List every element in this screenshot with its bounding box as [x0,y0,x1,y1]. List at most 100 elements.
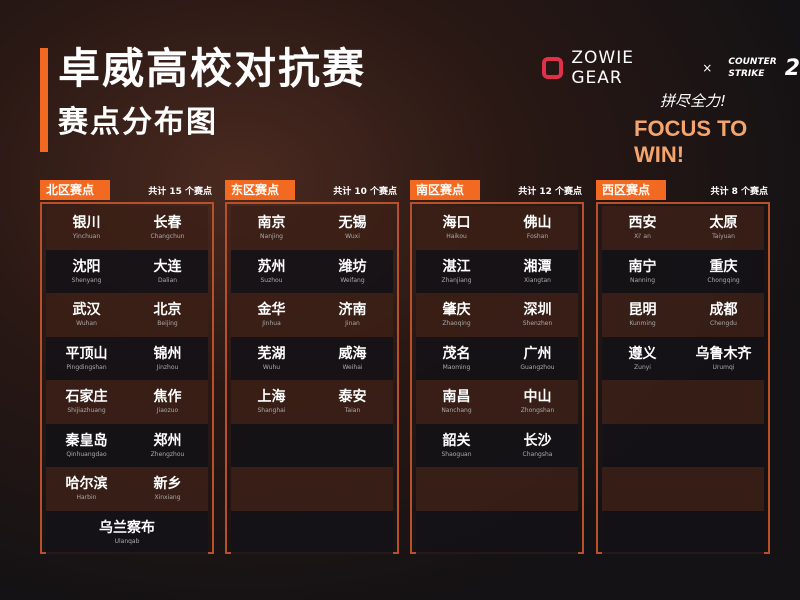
region-panel: 东区赛点 共计 10 个赛点 南京 Nanjing 无锡 Wuxi 苏州 Suzhou 潍坊 W… [225,180,399,554]
cs2-logo: COUNTER STRIKE [728,56,776,80]
city-cell: 泰安 Taian [314,388,392,415]
city-cell: 长春 Changchun [129,214,207,241]
city-cell: 哈尔滨 Harbin [48,475,126,502]
brand-logos: ZOWIE GEAR × COUNTER STRIKE 2 [542,48,800,88]
table-row: 乌兰察布 Ulanqab [46,510,208,554]
city-name: 银川 [72,215,101,232]
city-name: 潍坊 [338,258,367,275]
city-cell: 南宁 Nanning [604,258,682,285]
city-name: 哈尔滨 [65,476,108,493]
city-name: 西安 [628,215,657,232]
city-pinyin: Taian [344,407,361,415]
city-cell: 太原 Taiyuan [685,214,763,241]
city-name: 乌鲁木齐 [695,345,752,362]
city-cell: 茂名 Maoming [418,345,496,372]
page-title: 卓威高校对抗赛 [58,44,367,93]
city-name: 遵义 [628,345,657,362]
city-pinyin: Maoming [442,363,471,371]
page-subtitle: 赛点分布图 [58,105,218,140]
city-name: 中山 [523,389,552,406]
table-row: 昆明 Kunming 成都 Chengdu [602,293,764,337]
city-table: 海口 Haikou 佛山 Foshan 湛江 Zhanjiang 湘潭 Xiangtan 肇庆 Z… [410,202,584,554]
city-name: 成都 [709,302,738,319]
table-row: 肇庆 Zhaoqing 深圳 Shenzhen [416,293,578,337]
city-name: 韶关 [442,432,471,449]
city-name: 苏州 [257,258,286,275]
region-count: 共计 10 个赛点 [333,187,397,197]
city-pinyin: Pingdingshan [66,363,107,371]
city-table: 银川 Yinchuan 长春 Changchun 沈阳 Shenyang 大连 Dalian 武… [40,202,214,554]
city-pinyin: Nanchang [441,407,472,415]
city-name: 金华 [257,302,286,319]
city-cell: 武汉 Wuhan [48,301,126,328]
city-name: 新乡 [153,476,182,493]
city-pinyin: Ulanqab [114,537,140,545]
city-cell: 遵义 Zunyi [604,345,682,372]
city-cell: 金华 Jinhua [233,301,311,328]
table-row: 芜湖 Wuhu 威海 Weihai [231,336,393,380]
city-name: 海口 [442,215,471,232]
city-cell: 成都 Chengdu [685,301,763,328]
city-pinyin: Shaoguan [441,450,472,458]
city-cell: 威海 Weihai [314,345,392,372]
region-panel: 西区赛点 共计 8 个赛点 西安 Xi' an 太原 Taiyuan 南宁 Nanning 重… [596,180,770,554]
city-cell: 锦州 Jinzhou [129,345,207,372]
table-row: 茂名 Maoming 广州 Guangzhou [416,336,578,380]
city-name: 郑州 [153,432,182,449]
region-title: 东区赛点 [225,180,295,200]
table-row: 平顶山 Pingdingshan 锦州 Jinzhou [46,336,208,380]
city-pinyin: Shijiazhuang [67,407,106,415]
table-row: 海口 Haikou 佛山 Foshan [416,206,578,250]
city-name: 焦作 [153,389,182,406]
city-pinyin: Zhaoqing [442,320,471,328]
city-name: 上海 [257,389,286,406]
city-cell: 无锡 Wuxi [314,214,392,241]
city-pinyin: Wuhu [262,363,281,371]
city-cell: 湛江 Zhanjiang [418,258,496,285]
city-name: 深圳 [523,302,552,319]
table-row [602,467,764,511]
table-row [416,510,578,554]
city-name: 锦州 [153,345,182,362]
table-row: 南昌 Nanchang 中山 Zhongshan [416,380,578,424]
city-cell: 秦皇岛 Qinhuangdao [48,432,126,459]
city-pinyin: Wuhan [76,320,97,328]
city-name: 平顶山 [65,345,108,362]
city-pinyin: Zhongshan [520,407,555,415]
city-cell: 南京 Nanjing [233,214,311,241]
slogan: FOCUS TO WIN! [634,116,748,167]
city-name: 沈阳 [72,258,101,275]
table-row: 湛江 Zhanjiang 湘潭 Xiangtan [416,249,578,293]
region-title: 北区赛点 [40,180,110,200]
table-row: 西安 Xi' an 太原 Taiyuan [602,206,764,250]
city-pinyin: Changsha [522,450,553,458]
cs-line1: COUNTER [728,57,777,67]
region-panel: 南区赛点 共计 12 个赛点 海口 Haikou 佛山 Foshan 湛江 Zhanjian… [410,180,584,554]
city-name: 芜湖 [257,345,286,362]
city-pinyin: Dalian [157,276,178,284]
zowie-text: ZOWIE GEAR [571,48,634,88]
city-pinyin: Yinchuan [72,233,101,241]
city-table: 西安 Xi' an 太原 Taiyuan 南宁 Nanning 重庆 Chongqing 昆明 K… [596,202,770,554]
city-cell: 重庆 Chongqing [685,258,763,285]
table-row: 上海 Shanghai 泰安 Taian [231,380,393,424]
city-cell: 乌兰察布 Ulanqab [88,519,166,546]
city-cell: 潍坊 Weifang [314,258,392,285]
region-count: 共计 15 个赛点 [148,187,212,197]
table-row: 石家庄 Shijiazhuang 焦作 Jiaozuo [46,380,208,424]
city-name: 南昌 [442,389,471,406]
city-name: 泰安 [338,389,367,406]
city-pinyin: Zhanjiang [441,276,472,284]
region-panel: 北区赛点 共计 15 个赛点银川 Yinchuan 长春 Changchun 沈阳 She… [40,180,214,554]
city-name: 武汉 [72,302,101,319]
city-cell: 湘潭 Xiangtan [499,258,577,285]
city-table: 南京 Nanjing 无锡 Wuxi 苏州 Suzhou 潍坊 Weifang 金华 Jinhua… [225,202,399,554]
city-name: 石家庄 [65,389,108,406]
city-pinyin: Chongqing [707,276,740,284]
table-row: 沈阳 Shenyang 大连 Dalian [46,249,208,293]
table-row: 金华 Jinhua 济南 Jinan [231,293,393,337]
city-cell: 中山 Zhongshan [499,388,577,415]
table-row: 武汉 Wuhan 北京 Beijing [46,293,208,337]
table-row: 哈尔滨 Harbin 新乡 Xinxiang [46,467,208,511]
city-cell: 韶关 Shaoguan [418,432,496,459]
